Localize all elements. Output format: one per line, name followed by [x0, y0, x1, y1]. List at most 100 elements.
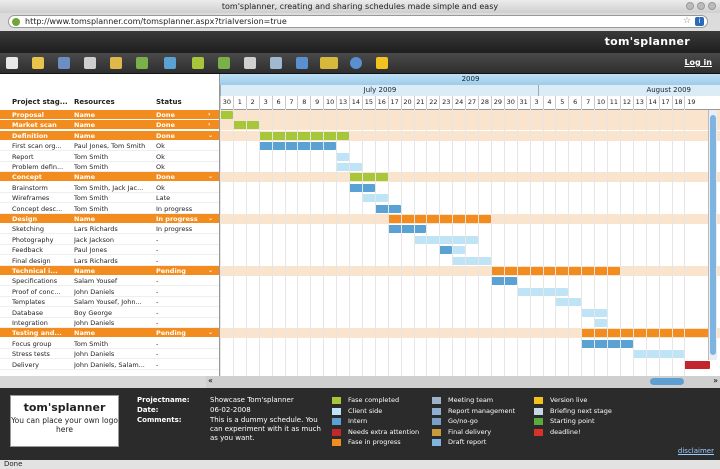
- task-row[interactable]: Delivery John Daniels, Salam... -: [0, 360, 219, 370]
- task-status[interactable]: -: [156, 298, 159, 307]
- warning-icon[interactable]: [296, 57, 308, 69]
- task-resources[interactable]: Jack Jackson: [74, 235, 115, 244]
- task-resources[interactable]: John Daniels, Salam...: [74, 360, 145, 369]
- task-name[interactable]: Photography: [12, 235, 54, 244]
- task-name[interactable]: Integration: [12, 319, 48, 327]
- task-status[interactable]: -: [156, 308, 159, 317]
- task-resources[interactable]: John Daniels: [74, 319, 115, 327]
- gantt-bar[interactable]: [439, 246, 453, 255]
- task-name[interactable]: Stress tests: [12, 350, 50, 359]
- task-status[interactable]: -: [156, 319, 159, 327]
- task-resources[interactable]: Tom Smith: [74, 194, 109, 203]
- gantt-bar[interactable]: [581, 339, 633, 348]
- task-row[interactable]: Templates Salam Yousef, John... -: [0, 297, 219, 308]
- scroll-right-icon[interactable]: »: [713, 376, 718, 385]
- vertical-scroll-thumb[interactable]: [710, 115, 716, 355]
- gantt-bar[interactable]: [232, 121, 259, 130]
- task-status[interactable]: Ok: [156, 152, 165, 161]
- task-row[interactable]: Problem defin... Tom Smith Ok: [0, 162, 219, 172]
- save-icon[interactable]: [58, 57, 70, 69]
- task-status[interactable]: Pending: [156, 267, 186, 275]
- task-status[interactable]: -: [156, 277, 159, 286]
- task-row[interactable]: Database Boy George -: [0, 308, 219, 318]
- gantt-bar[interactable]: [258, 131, 349, 140]
- task-name[interactable]: Definition: [12, 131, 48, 140]
- gantt-bar[interactable]: [258, 142, 337, 151]
- task-resources[interactable]: Tom Smith, Jack Jac...: [74, 183, 144, 192]
- column-header-resources[interactable]: Resources: [74, 98, 115, 106]
- task-status[interactable]: In progress: [156, 204, 193, 213]
- task-name[interactable]: Proof of conc...: [12, 287, 61, 296]
- task-status[interactable]: -: [156, 256, 159, 265]
- task-row[interactable]: Feedback Paul Jones -: [0, 245, 219, 256]
- insert-row-icon[interactable]: [244, 57, 256, 69]
- task-row[interactable]: Report Tom Smith Ok: [0, 152, 219, 162]
- task-status[interactable]: Ok: [156, 163, 165, 171]
- new-file-icon[interactable]: [6, 57, 18, 69]
- task-status[interactable]: Ok: [156, 183, 165, 192]
- maximize-button[interactable]: [697, 2, 705, 10]
- task-resources[interactable]: Name: [74, 111, 96, 119]
- task-status[interactable]: -: [156, 246, 159, 255]
- task-status[interactable]: -: [156, 350, 159, 359]
- gantt-bar[interactable]: [594, 319, 607, 327]
- task-row[interactable]: Photography Jack Jackson -: [0, 235, 219, 245]
- task-resources[interactable]: Tom Smith: [74, 163, 109, 171]
- gantt-bar[interactable]: [336, 163, 362, 171]
- task-name[interactable]: Proposal: [12, 111, 45, 119]
- task-name[interactable]: Market scan: [12, 121, 57, 130]
- gantt-bar[interactable]: [555, 298, 582, 307]
- task-name[interactable]: Problem defin...: [12, 163, 64, 171]
- gantt-bar[interactable]: [516, 287, 569, 296]
- expand-toggle-icon[interactable]: ⌄: [208, 131, 214, 139]
- users-icon[interactable]: [136, 57, 148, 69]
- url-field[interactable]: http://www.tomsplanner.com/tomsplanner.a…: [8, 15, 708, 28]
- task-resources[interactable]: Tom Smith: [74, 152, 109, 161]
- column-header-project[interactable]: Project stag...: [12, 98, 68, 106]
- import-icon[interactable]: [164, 57, 176, 69]
- note-icon[interactable]: [376, 57, 388, 69]
- task-name[interactable]: Focus group: [12, 339, 52, 348]
- task-row[interactable]: Stress tests John Daniels -: [0, 349, 219, 360]
- task-name[interactable]: Delivery: [12, 360, 39, 369]
- task-status[interactable]: In progress: [156, 215, 198, 223]
- task-name[interactable]: Final design: [12, 256, 51, 265]
- task-row[interactable]: Focus group Tom Smith -: [0, 339, 219, 349]
- task-name[interactable]: Technical i...: [12, 267, 58, 275]
- task-name[interactable]: Concept: [12, 173, 42, 182]
- task-resources[interactable]: John Daniels: [74, 287, 115, 296]
- gantt-bar[interactable]: [387, 225, 427, 234]
- undo-icon[interactable]: [218, 57, 230, 69]
- task-row[interactable]: First scan org... Paul Jones, Tom Smith Ok: [0, 141, 219, 152]
- scroll-left-icon[interactable]: «: [208, 376, 213, 385]
- task-resources[interactable]: Name: [74, 131, 96, 140]
- gantt-bar[interactable]: [220, 111, 233, 119]
- logo-star-icon[interactable]: [320, 57, 338, 69]
- task-resources[interactable]: Paul Jones, Tom Smith: [74, 142, 146, 151]
- task-name[interactable]: First scan org...: [12, 142, 62, 151]
- task-status[interactable]: Done: [156, 173, 175, 182]
- gantt-bar[interactable]: [452, 246, 466, 255]
- task-status[interactable]: Done: [156, 121, 175, 130]
- expand-toggle-icon[interactable]: ›: [208, 111, 211, 118]
- task-name[interactable]: Concept desc...: [12, 204, 63, 213]
- expand-toggle-icon[interactable]: ⌄: [208, 173, 214, 181]
- task-name[interactable]: Wireframes: [12, 194, 50, 203]
- bookmark-star-icon[interactable]: ☆: [682, 16, 691, 26]
- task-resources[interactable]: Boy George: [74, 308, 113, 317]
- help-icon[interactable]: [350, 57, 362, 69]
- task-resources[interactable]: Tom Smith: [74, 204, 109, 213]
- phase-row[interactable]: Testing and... Name Pending ⌄: [0, 328, 219, 339]
- task-status[interactable]: -: [156, 339, 159, 348]
- task-name[interactable]: Specifications: [12, 277, 58, 286]
- gantt-bar[interactable]: [336, 152, 349, 161]
- task-resources[interactable]: Lars Richards: [74, 256, 118, 265]
- expand-toggle-icon[interactable]: ⌄: [208, 215, 214, 222]
- task-resources[interactable]: John Daniels: [74, 350, 115, 359]
- url-text[interactable]: http://www.tomsplanner.com/tomsplanner.a…: [25, 17, 287, 26]
- task-status[interactable]: Done: [156, 111, 175, 119]
- gantt-bar[interactable]: [387, 215, 491, 223]
- print-icon[interactable]: [84, 57, 96, 69]
- task-status[interactable]: Pending: [156, 329, 186, 338]
- gantt-bar[interactable]: [452, 256, 491, 265]
